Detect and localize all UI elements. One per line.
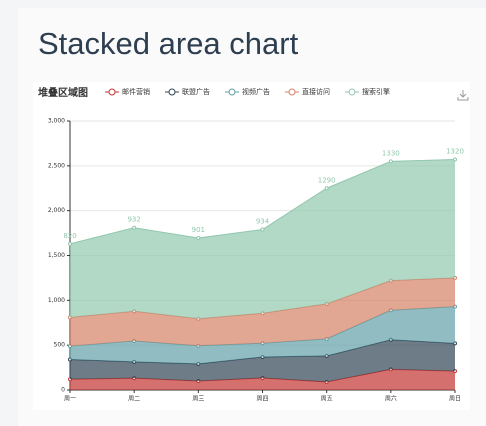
legend-label: 直接访问 [302,87,330,96]
data-label: 820 [63,232,76,240]
chart: 堆叠区域图 0 500 1,000 1,500 2,000 2,500 3,000 周一 周二 周… [33,82,470,410]
legend-symbol [348,88,356,96]
y-tick-label: 1,000 [48,297,65,304]
legend-symbol [288,88,296,96]
y-tick-label: 500 [54,342,66,349]
data-label: 1320 [446,148,464,156]
x-tick-label: 周三 [192,396,204,403]
y-tick-label: 2,000 [48,207,65,214]
x-tick-label: 周日 [449,396,461,403]
data-label: 1330 [382,149,400,157]
point [453,157,457,162]
area [70,306,455,364]
y-tick-label: 1,500 [48,252,65,259]
chart-title: 堆叠区域图 [38,86,88,99]
y-tick-label: 0 [61,387,65,394]
data-label: 932 [127,216,140,224]
area [70,277,455,347]
legend-label: 视频广告 [242,87,270,96]
x-tick-label: 周六 [385,395,397,403]
x-tick-label: 周四 [256,396,268,403]
heading: Stacked area chart [38,26,299,61]
point [68,241,72,246]
legend-label: 联盟广告 [182,87,210,96]
legend-symbol [168,88,176,96]
point [260,227,265,232]
x-tick-label: 周一 [64,396,76,403]
data-label: 901 [192,226,205,234]
legend-item[interactable]: 视频广告 [225,87,270,96]
point [388,159,393,164]
legend-item[interactable]: 直接访问 [285,87,330,96]
point [196,236,201,241]
legend-symbol [228,88,236,96]
point [132,225,137,230]
data-label: 1290 [318,176,336,184]
legend-symbol [108,88,116,96]
download-icon[interactable] [457,90,469,101]
area [70,339,455,382]
point [324,186,329,191]
y-tick-label: 2,500 [48,162,65,169]
data-label: 934 [256,217,270,225]
legend-label: 邮件营销 [122,87,150,96]
x-tick-label: 周二 [128,396,140,403]
legend-item[interactable]: 搜索引擎 [345,87,390,96]
legend-item[interactable]: 联盟广告 [165,87,210,96]
legend-item[interactable]: 邮件营销 [105,87,150,96]
area [70,159,455,319]
legend-label: 搜索引擎 [362,87,390,96]
x-tick-label: 周五 [321,396,333,403]
y-tick-label: 3,000 [48,118,65,125]
